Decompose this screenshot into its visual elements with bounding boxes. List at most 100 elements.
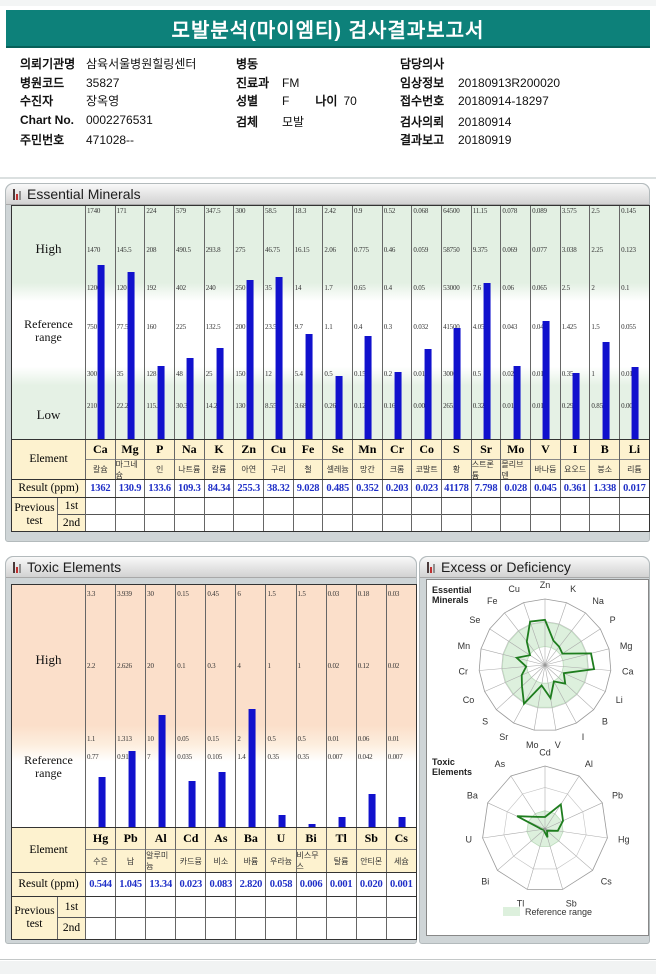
scale-value: 26550 [443, 402, 460, 410]
scale-value: 0.018 [502, 402, 518, 410]
element-korean-name: 인 [145, 460, 175, 479]
result-value-Fe: 9.028 [292, 480, 323, 497]
scale-value: 0.011 [532, 402, 547, 410]
toxic-radar-axis-As [510, 775, 546, 830]
result-value-Sb: 0.020 [355, 873, 386, 896]
scale-value: 0.15 [207, 735, 219, 743]
info-value: FM [282, 76, 300, 90]
previous-test-cells-Fe [292, 498, 323, 531]
scale-value: 300 [87, 370, 97, 378]
scale-value: 0.078 [502, 207, 518, 215]
info-row: 결과보고 20180919 [400, 131, 511, 148]
element-korean-name: 코발트 [412, 460, 442, 479]
result-value-Bi: 0.006 [295, 873, 326, 896]
chart-bar-As [218, 772, 226, 827]
scale-value: 0.055 [621, 323, 636, 331]
toxic-radar-axis-label-Sb: Sb [566, 899, 577, 909]
element-symbol: Co [412, 440, 442, 460]
chart-bar-K [216, 348, 224, 439]
toxic-radar-axis-label-Ba: Ba [467, 790, 478, 800]
previous-test-cells-S [441, 498, 471, 531]
page-bottom-line [0, 959, 656, 960]
band-label-high: High [35, 652, 62, 667]
chart-bar-B [602, 342, 610, 439]
previous-test-cells-Sb [355, 897, 386, 939]
element-header-label: Element [12, 440, 85, 479]
element-header-Fe: Fe 철 [292, 440, 323, 479]
scale-value: 0.5 [267, 735, 276, 743]
scale-value: 0.52 [383, 207, 396, 215]
element-korean-name: 요오드 [560, 460, 590, 479]
element-header-Sr: Sr 스트론튬 [470, 440, 501, 479]
element-symbol: V [531, 440, 560, 460]
previous-1st-value [293, 498, 323, 515]
scale-value: 10 [147, 735, 154, 743]
chart-bar-Cr [394, 372, 402, 439]
info-value: 0002276531 [86, 113, 153, 127]
result-value-Pb: 1.045 [115, 873, 146, 896]
element-symbol: Cs [386, 828, 416, 850]
scale-value: 0.775 [354, 246, 369, 254]
element-korean-name: 바륨 [236, 850, 266, 872]
element-korean-name: 알루미늄 [146, 850, 176, 872]
toxic-radar-axis-label-Al: Al [585, 759, 593, 769]
scale-value: 4 [237, 662, 241, 670]
scale-value: 0.05 [177, 735, 189, 743]
scale-value: 0.06 [502, 284, 514, 292]
essential-radar-axis-label-Sr: Sr [499, 732, 508, 742]
scale-value: 0.06 [357, 735, 370, 743]
essential-radar-axis-P [544, 628, 601, 666]
element-header-V: V 바나듐 [530, 440, 560, 479]
info-value: 471028-- [86, 133, 135, 147]
scale-value: 750 [87, 323, 97, 331]
scale-value: 0.919 [117, 753, 132, 761]
info-label: 임상정보 [400, 76, 445, 90]
essential-radar-axis-Sr [513, 664, 546, 724]
info-label: 검사의뢰 [400, 115, 445, 129]
element-symbol: Tl [326, 828, 356, 850]
previous-test-rows: Previous test 1st 2nd [12, 497, 649, 531]
scale-value: 0.9 [354, 207, 363, 215]
essential-radar-axis-label-K: K [570, 584, 576, 594]
chart-bar-I [572, 373, 580, 439]
previous-test-cells-Sr [470, 498, 501, 531]
scale-value: 0.12 [357, 662, 370, 670]
essential-radar-axis-S [496, 664, 546, 710]
previous-test-cells-Bi [295, 897, 326, 939]
scale-value: 0.18 [357, 590, 370, 598]
result-value-Li: 0.017 [619, 480, 649, 497]
scale-value: 1200 [87, 284, 101, 292]
element-header-As: As 비소 [205, 828, 236, 872]
scale-value: 77.5 [116, 323, 129, 331]
info-row: 주민번호 471028-- [20, 131, 134, 148]
previous-1st-value [531, 498, 560, 515]
previous-2nd-value [296, 918, 326, 939]
chart-bar-Bi [308, 824, 316, 827]
element-header-I: I 요오드 [559, 440, 590, 479]
essential-radar-axis-B [544, 664, 594, 710]
scale-value: 240 [205, 284, 216, 292]
previous-1st-value [620, 498, 649, 515]
bar-chart-icon [13, 188, 21, 200]
chart-bar-Cs [398, 817, 406, 827]
scale-value: 160 [146, 323, 157, 331]
element-header-Bi: Bi 비스무스 [295, 828, 326, 872]
element-header-Ba: Ba 바륨 [235, 828, 266, 872]
scale-value: 0.145 [621, 207, 636, 215]
chart-column-Cu: 58.5 46.75 35 23.5 12 8.55 [263, 206, 293, 439]
essential-radar-axis-Na [544, 612, 586, 666]
chart-bar-Zn [246, 280, 254, 439]
scale-value: 9.7 [294, 323, 303, 331]
previous-2nd-value [412, 515, 442, 531]
result-value-Tl: 0.001 [325, 873, 356, 896]
previous-test-label: Previous test [12, 897, 57, 939]
element-korean-name: 납 [116, 850, 146, 872]
element-symbol: I [560, 440, 590, 460]
essential-radar-axis-label-Mn: Mn [458, 641, 471, 651]
scale-value: 0.322 [472, 402, 488, 410]
previous-2nd-value [560, 515, 590, 531]
chart-bar-Li [631, 367, 639, 439]
info-label: 수진자 [20, 94, 54, 108]
